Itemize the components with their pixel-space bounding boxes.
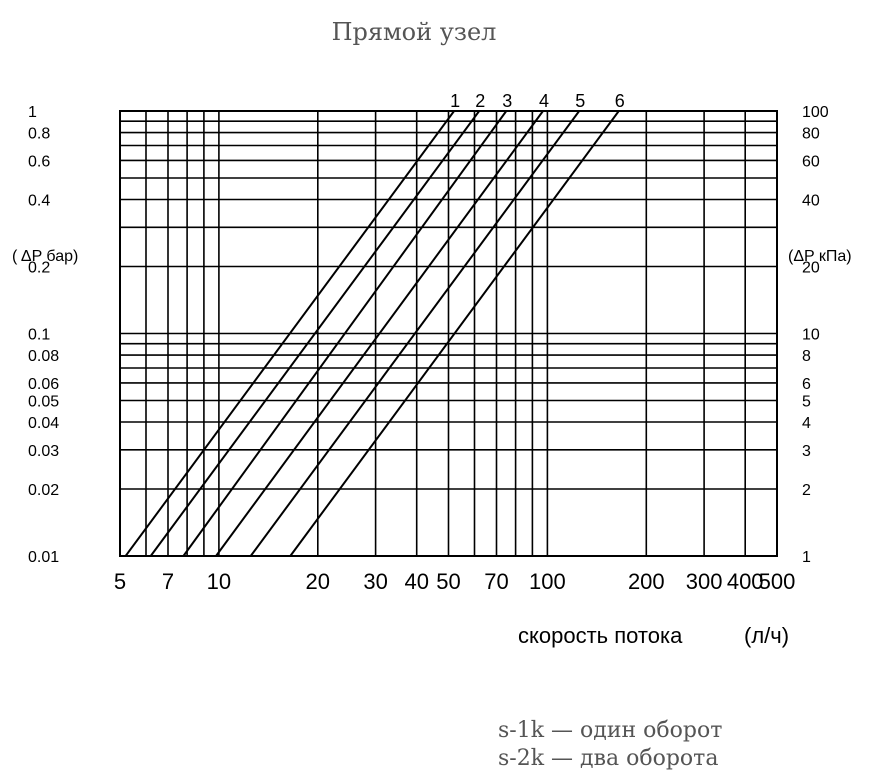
y-tick-label-left: 0.6 — [28, 153, 50, 170]
y-tick-label-right: 100 — [802, 104, 829, 121]
y-tick-label-left: 0.04 — [28, 415, 59, 432]
y-tick-label-right: 10 — [802, 327, 820, 344]
y-tick-label-right: 1 — [802, 549, 811, 566]
series-label-6: 6 — [615, 91, 625, 111]
y-tick-label-left: 0.08 — [28, 348, 59, 365]
series-label-3: 3 — [502, 91, 512, 111]
series-label-1: 1 — [450, 91, 460, 111]
x-tick-label: 7 — [162, 569, 174, 594]
x-tick-label: 300 — [686, 569, 723, 594]
y-tick-label-right: 20 — [802, 260, 820, 277]
y-tick-label-left: 0.1 — [28, 327, 50, 344]
series-label-5: 5 — [575, 91, 585, 111]
series-line-3 — [182, 110, 508, 557]
x-tick-label: 40 — [404, 569, 428, 594]
y-axis-label-left: ( ΔP бар) — [12, 248, 78, 265]
x-tick-label: 10 — [207, 569, 231, 594]
x-tick-label: 50 — [436, 569, 460, 594]
y-tick-label-right: 80 — [802, 126, 820, 143]
y-tick-label-left: 0.02 — [28, 482, 59, 499]
series-label-2: 2 — [475, 91, 485, 111]
x-tick-label: 70 — [484, 569, 508, 594]
y-tick-label-left: 0.06 — [28, 376, 59, 393]
y-tick-label-right: 5 — [802, 394, 811, 411]
plot-frame — [119, 110, 778, 557]
y-tick-label-left: 1 — [28, 104, 37, 121]
y-tick-label-left: 0.05 — [28, 394, 59, 411]
curves — [124, 110, 620, 557]
series-line-5 — [249, 110, 581, 557]
y-tick-label-left: 0.2 — [28, 260, 50, 277]
x-tick-label: 30 — [363, 569, 387, 594]
y-axis-label-right: (ΔP кПа) — [788, 248, 852, 265]
x-axis-unit: (л/ч) — [744, 623, 789, 648]
x-tick-label: 20 — [306, 569, 330, 594]
series-line-1 — [124, 110, 455, 557]
x-tick-label: 400 — [727, 569, 764, 594]
y-tick-label-right: 40 — [802, 193, 820, 210]
x-axis-label: скорость потока — [518, 623, 683, 648]
y-tick-label-left: 0.03 — [28, 443, 59, 460]
series-line-6 — [289, 110, 620, 557]
grid — [119, 110, 778, 557]
y-tick-label-right: 4 — [802, 415, 811, 432]
x-tick-label: 200 — [628, 569, 665, 594]
x-tick-label: 500 — [759, 569, 796, 594]
series-label-4: 4 — [539, 91, 549, 111]
y-tick-label-left: 0.8 — [28, 126, 50, 143]
x-tick-label: 100 — [529, 569, 566, 594]
series-line-4 — [215, 110, 544, 557]
y-tick-label-right: 60 — [802, 153, 820, 170]
y-tick-label-left: 0.4 — [28, 193, 50, 210]
y-tick-label-right: 8 — [802, 348, 811, 365]
y-tick-label-right: 6 — [802, 376, 811, 393]
legend-item-s1k: s-1k — один оборот — [498, 718, 722, 743]
y-tick-label-right: 3 — [802, 443, 811, 460]
legend-item-s2k: s-2k — два оборота — [498, 746, 718, 771]
y-tick-label-right: 2 — [802, 482, 811, 499]
y-tick-label-left: 0.01 — [28, 549, 59, 566]
chart-title: Прямой узел — [332, 18, 497, 46]
x-tick-label: 5 — [114, 569, 126, 594]
series-line-2 — [149, 110, 481, 557]
